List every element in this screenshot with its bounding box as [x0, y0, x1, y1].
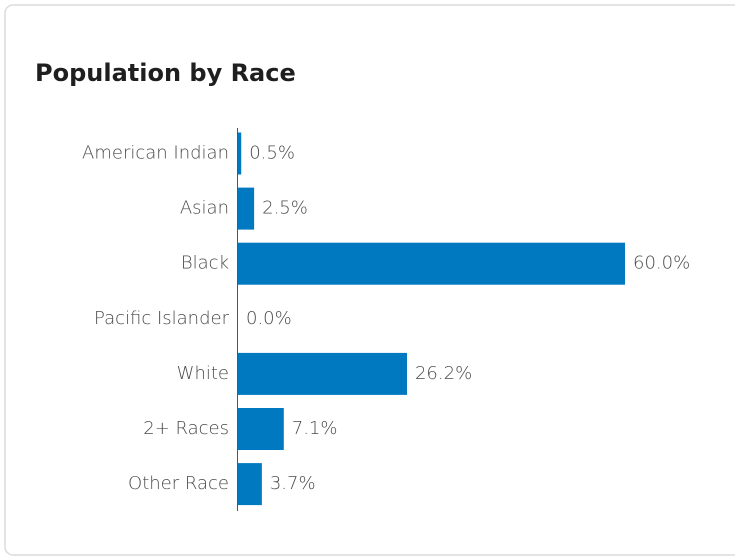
category-label: 2+ Races	[143, 418, 229, 439]
chart-title: Population by Race	[35, 59, 296, 87]
bar	[238, 187, 255, 230]
value-label: 3.7%	[270, 473, 316, 494]
category-label: Asian	[180, 198, 229, 219]
value-label: 26.2%	[415, 363, 472, 384]
category-label: American Indian	[82, 143, 229, 164]
value-label: 7.1%	[292, 418, 338, 439]
category-label: White	[177, 363, 229, 384]
bar	[238, 242, 625, 285]
value-label: 0.5%	[249, 143, 295, 164]
bar	[238, 352, 407, 395]
bar	[238, 463, 262, 506]
value-label: 0.0%	[246, 308, 292, 329]
category-label: Other Race	[128, 473, 229, 494]
bar	[238, 132, 242, 175]
category-label: Pacific Islander	[94, 308, 230, 329]
bar	[238, 408, 284, 450]
category-label: Black	[181, 253, 229, 274]
value-label: 60.0%	[633, 253, 690, 274]
value-label: 2.5%	[262, 198, 308, 219]
